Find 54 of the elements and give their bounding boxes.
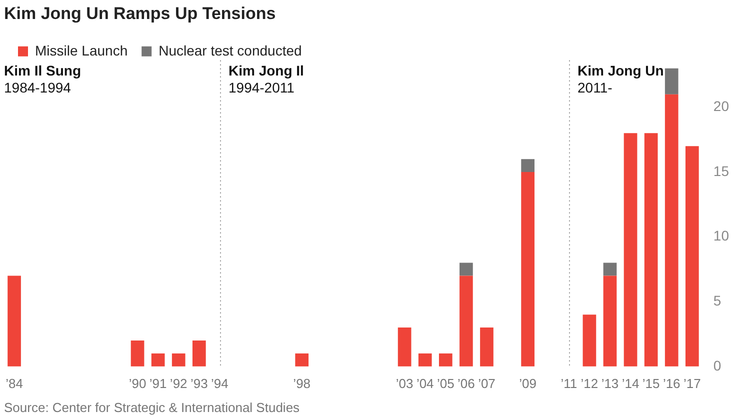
x-tick-label: ’09 [519, 376, 536, 391]
x-tick-label: ’07 [478, 376, 496, 391]
bar [460, 276, 473, 366]
x-tick-label: ’94 [211, 376, 228, 391]
bar [664, 68, 678, 94]
x-tick-label: ’91 [149, 376, 167, 391]
x-tick-label: ’15 [642, 376, 660, 391]
legend-label: Missile Launch [35, 42, 128, 58]
source-note: Source: Center for Strategic & International Studies [4, 400, 300, 415]
y-tick-label: 20 [713, 98, 730, 114]
x-tick-label: ’04 [416, 376, 434, 391]
x-tick-label: ’98 [293, 376, 311, 391]
bar [521, 172, 534, 366]
bar [192, 340, 206, 366]
bar [603, 276, 617, 366]
bar [603, 262, 617, 276]
x-tick-label: ’17 [683, 376, 701, 391]
x-tick-label: ’06 [458, 376, 475, 391]
bar [480, 328, 494, 366]
bar [644, 133, 658, 366]
ref-line-label: Kim Jong Un 2011- [578, 62, 664, 96]
bar [172, 353, 186, 366]
bar [460, 262, 473, 276]
x-tick-label: ’05 [436, 376, 454, 391]
bar [438, 353, 452, 366]
bar [295, 353, 309, 366]
x-tick-label: ’14 [622, 376, 640, 391]
ref-line-label: Kim Jong Il 1994-2011 [228, 62, 304, 96]
x-tick-label: ’12 [580, 376, 598, 391]
y-tick-label: 0 [713, 357, 722, 374]
bar [582, 314, 596, 366]
annotation: Kim Il Sung 1984-1994 [4, 62, 81, 96]
bar [130, 340, 144, 366]
bar [418, 353, 432, 366]
y-tick-label: 5 [713, 292, 722, 308]
x-tick-label: ’03 [396, 376, 414, 391]
bar [664, 94, 678, 366]
x-tick-label: ’13 [601, 376, 619, 391]
y-tick-label: 15 [713, 162, 730, 179]
x-tick-label: ’93 [190, 376, 208, 391]
bar [685, 146, 699, 366]
y-tick-label: 10 [713, 228, 730, 244]
bar [151, 353, 165, 366]
bar [521, 159, 534, 172]
x-tick-label: ’16 [662, 376, 680, 391]
x-tick-label: ’92 [170, 376, 188, 391]
bar [8, 276, 21, 366]
bar [624, 133, 638, 366]
bar [398, 328, 412, 366]
x-tick-label: ’11 [560, 376, 578, 391]
x-tick-label: ’90 [128, 376, 146, 391]
x-tick-label: ’84 [6, 376, 23, 391]
legend-label: Nuclear test conducted [158, 42, 302, 58]
chart-title: Kim Jong Un Ramps Up Tensions [4, 4, 276, 23]
